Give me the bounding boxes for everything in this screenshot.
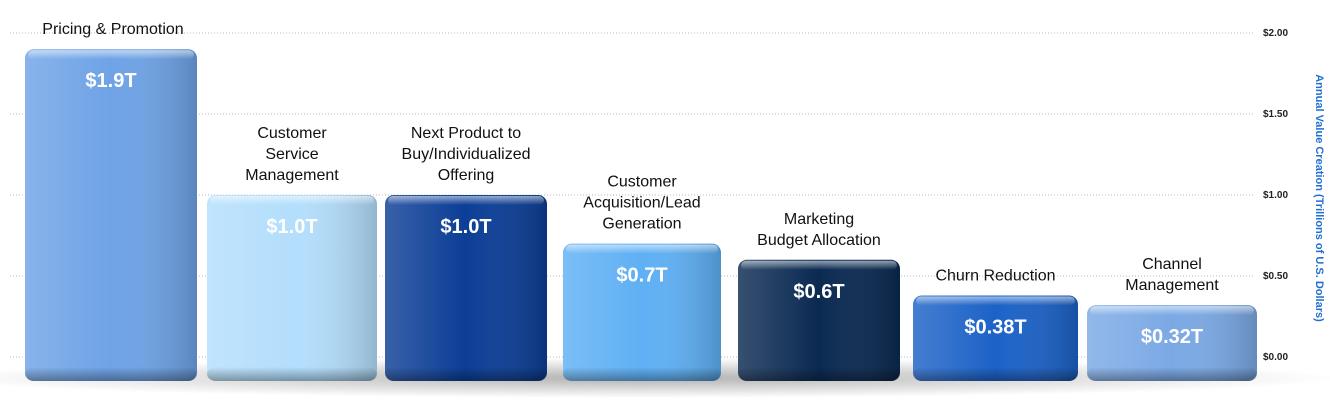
bar-side-shading	[385, 195, 547, 381]
category-label: Acquisition/Lead	[583, 195, 700, 212]
y-tick-label: $1.50	[1263, 109, 1288, 120]
bar-bottom-shading	[913, 367, 1078, 381]
bar-top-highlight	[210, 196, 374, 205]
category-label: Generation	[602, 216, 681, 233]
data-label: $1.0T	[440, 216, 491, 238]
y-tick-label: $0.50	[1263, 271, 1288, 282]
category-label: Channel	[1142, 256, 1202, 273]
bar-side-shading	[207, 195, 377, 381]
bar-bottom-shading	[563, 367, 721, 381]
y-tick-label: $2.00	[1263, 28, 1288, 39]
bar-group: $0.6T	[738, 259, 900, 381]
category-label: Next Product to	[411, 125, 521, 142]
category-label: Marketing	[784, 211, 854, 228]
category-label: Customer	[607, 174, 677, 191]
bar-top-highlight	[916, 296, 1075, 306]
category-label: Pricing & Promotion	[42, 21, 183, 38]
bar-group: $0.7T	[563, 243, 721, 381]
bar-bottom-shading	[25, 367, 197, 381]
bar-group: $0.38T	[913, 295, 1078, 381]
bar-top-highlight	[28, 50, 194, 60]
bar-bottom-shading	[207, 367, 377, 381]
bar-top-highlight	[741, 260, 897, 270]
category-label: Service	[265, 146, 318, 163]
bar-group: $1.9T	[25, 49, 197, 381]
category-label: Offering	[438, 167, 495, 184]
bar-top-highlight	[566, 244, 718, 254]
data-label: $1.0T	[266, 216, 317, 238]
bar-bottom-shading	[385, 367, 547, 381]
bar-side-shading	[1087, 305, 1257, 381]
bars: $1.9T $1.0T $1.0T $0.7T $0.6T $0.38T $0.32T	[25, 49, 1257, 381]
bar-group: $1.0T	[207, 195, 377, 381]
bar-bottom-shading	[738, 367, 900, 381]
bar-top-highlight	[388, 196, 544, 205]
y-axis: $0.00 $0.50 $1.00 $1.50 $2.00	[1263, 28, 1288, 363]
y-tick-label: $1.00	[1263, 190, 1288, 201]
bar-top-highlight	[1090, 306, 1254, 316]
data-label: $1.9T	[85, 70, 136, 92]
data-label: $0.38T	[964, 316, 1026, 338]
y-axis-title: Annual Value Creation (Trillions of U.S.…	[1313, 74, 1325, 322]
bar-side-shading	[25, 49, 197, 381]
category-label: Buy/Individualized	[402, 146, 531, 163]
category-label: Management	[1125, 277, 1219, 294]
bar-bottom-shading	[1087, 367, 1257, 381]
data-label: $0.6T	[793, 281, 844, 303]
bar-side-shading	[913, 295, 1078, 381]
bar-side-shading	[563, 243, 721, 381]
data-label: $0.32T	[1141, 326, 1203, 348]
category-labels: Pricing & Promotion Customer Service Manage…	[42, 21, 1219, 294]
y-tick-label: $0.00	[1263, 352, 1288, 363]
data-label: $0.7T	[616, 265, 667, 287]
category-label: Customer	[257, 125, 327, 142]
category-label: Management	[245, 167, 339, 184]
bar-group: $0.32T	[1087, 305, 1257, 381]
bar-side-shading	[738, 259, 900, 381]
category-label: Budget Allocation	[757, 232, 881, 249]
category-label: Churn Reduction	[935, 267, 1055, 284]
bar-group: $1.0T	[385, 195, 547, 381]
